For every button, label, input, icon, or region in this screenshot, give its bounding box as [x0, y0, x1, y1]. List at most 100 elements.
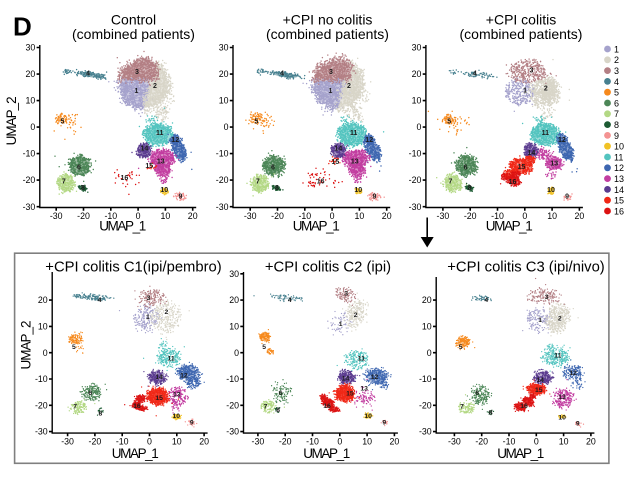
svg-text:30: 30	[26, 43, 36, 53]
svg-text:12: 12	[558, 137, 566, 144]
svg-text:-30: -30	[23, 202, 36, 212]
svg-text:-20: -20	[35, 400, 48, 410]
svg-text:+CPI colitis: +CPI colitis	[486, 12, 556, 28]
svg-text:-30: -30	[50, 211, 63, 221]
svg-text:0: 0	[43, 348, 48, 358]
svg-text:4: 4	[484, 297, 488, 304]
svg-text:10: 10	[219, 96, 229, 106]
svg-text:-30: -30	[216, 202, 229, 212]
svg-text:1: 1	[146, 314, 150, 321]
svg-text:6: 6	[77, 165, 81, 172]
svg-text:3: 3	[614, 66, 619, 76]
svg-text:13: 13	[360, 386, 368, 393]
svg-text:UMAP_1: UMAP_1	[112, 446, 159, 461]
svg-text:8: 8	[276, 407, 280, 414]
svg-text:-10: -10	[419, 374, 432, 384]
svg-text:8: 8	[489, 410, 493, 417]
svg-text:6: 6	[88, 390, 92, 397]
svg-text:16: 16	[520, 403, 528, 410]
svg-text:UMAP_1: UMAP_1	[497, 446, 544, 461]
svg-text:-20: -20	[279, 437, 292, 447]
svg-text:15: 15	[145, 163, 153, 170]
svg-text:15: 15	[155, 395, 163, 402]
svg-text:11: 11	[542, 130, 550, 137]
svg-text:-20: -20	[419, 400, 432, 410]
svg-text:16: 16	[317, 178, 325, 185]
svg-text:1: 1	[538, 317, 542, 324]
svg-text:-10: -10	[23, 149, 36, 159]
svg-text:13: 13	[351, 159, 359, 166]
svg-text:9: 9	[372, 194, 376, 201]
svg-text:14: 14	[342, 375, 350, 382]
svg-text:11: 11	[156, 130, 164, 137]
svg-text:6: 6	[464, 165, 468, 172]
svg-text:20: 20	[390, 437, 400, 447]
svg-text:0: 0	[136, 211, 141, 221]
svg-text:9: 9	[190, 420, 194, 427]
svg-text:4: 4	[280, 71, 284, 78]
svg-text:10: 10	[354, 187, 362, 194]
svg-text:30: 30	[412, 43, 422, 53]
svg-text:9: 9	[178, 194, 182, 201]
svg-text:10: 10	[547, 211, 557, 221]
svg-text:3: 3	[344, 291, 348, 298]
svg-text:-20: -20	[226, 400, 239, 410]
svg-text:4: 4	[288, 297, 292, 304]
svg-text:5: 5	[72, 344, 76, 351]
svg-text:12: 12	[569, 370, 577, 377]
svg-text:10: 10	[364, 413, 372, 420]
svg-text:UMAP_1: UMAP_1	[99, 218, 146, 233]
svg-text:0: 0	[147, 437, 152, 447]
svg-text:+CPI colitis C3 (ipi/nivo): +CPI colitis C3 (ipi/nivo)	[447, 260, 605, 276]
svg-text:8: 8	[614, 120, 619, 130]
svg-text:UMAP_1: UMAP_1	[486, 218, 533, 233]
svg-text:9: 9	[382, 420, 386, 427]
svg-text:10: 10	[422, 322, 432, 332]
svg-text:1: 1	[329, 88, 333, 95]
svg-text:0: 0	[522, 211, 527, 221]
svg-text:1: 1	[135, 88, 139, 95]
svg-text:3: 3	[135, 69, 139, 76]
svg-text:5: 5	[262, 344, 266, 351]
svg-text:4: 4	[98, 297, 102, 304]
svg-text:10: 10	[38, 322, 48, 332]
svg-text:8: 8	[468, 185, 472, 192]
svg-text:-20: -20	[77, 211, 90, 221]
svg-text:13: 13	[157, 159, 165, 166]
svg-text:-20: -20	[475, 437, 488, 447]
svg-text:-30: -30	[252, 437, 265, 447]
svg-text:10: 10	[412, 96, 422, 106]
svg-text:-30: -30	[61, 437, 74, 447]
svg-text:7: 7	[614, 109, 619, 119]
svg-text:UMAP_2: UMAP_2	[4, 97, 19, 146]
svg-text:20: 20	[382, 211, 392, 221]
svg-text:UMAP_1: UMAP_1	[303, 446, 350, 461]
svg-text:16: 16	[614, 206, 624, 216]
svg-text:15: 15	[535, 387, 543, 394]
svg-text:7: 7	[449, 178, 453, 185]
svg-text:3: 3	[529, 67, 533, 74]
svg-text:10: 10	[173, 413, 181, 420]
svg-text:3: 3	[329, 69, 333, 76]
svg-text:16: 16	[133, 403, 141, 410]
svg-text:10: 10	[614, 142, 624, 152]
svg-text:2: 2	[614, 55, 619, 65]
svg-text:-10: -10	[35, 374, 48, 384]
svg-text:12: 12	[171, 137, 179, 144]
svg-text:-30: -30	[419, 427, 432, 437]
svg-text:-20: -20	[89, 437, 102, 447]
svg-text:5: 5	[61, 119, 65, 126]
svg-text:-30: -30	[448, 437, 461, 447]
svg-text:1: 1	[614, 44, 619, 54]
svg-text:14: 14	[536, 377, 544, 384]
svg-text:12: 12	[371, 374, 379, 381]
svg-text:13: 13	[550, 160, 558, 167]
svg-text:5: 5	[459, 344, 463, 351]
svg-text:14: 14	[614, 185, 624, 195]
svg-text:20: 20	[586, 437, 596, 447]
svg-text:20: 20	[26, 69, 36, 79]
svg-text:5: 5	[255, 119, 259, 126]
svg-text:12: 12	[614, 163, 624, 173]
svg-text:-10: -10	[216, 149, 229, 159]
svg-text:0: 0	[234, 348, 239, 358]
